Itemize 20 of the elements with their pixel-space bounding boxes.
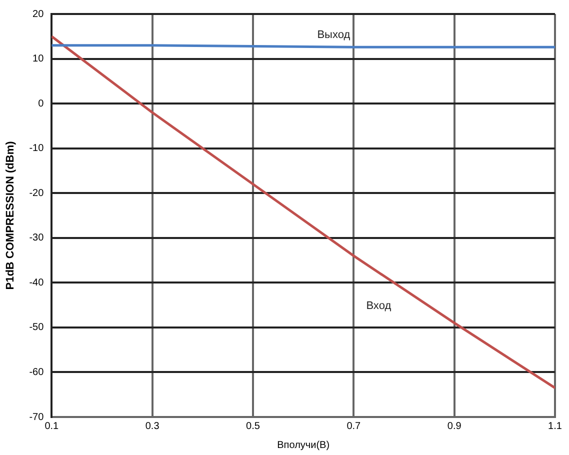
y-tick-label: -10 [29, 143, 44, 154]
series-label: Выход [317, 29, 351, 42]
y-tick-label: 0 [38, 98, 44, 110]
x-tick-label: 0.5 [246, 420, 260, 432]
x-tick-label: 0.1 [44, 420, 60, 432]
x-axis-title: Вполучи(В) [277, 440, 330, 451]
y-tick-label: -40 [29, 277, 44, 288]
y-tick-label: -60 [29, 366, 44, 378]
y-tick-label: -20 [29, 188, 44, 199]
y-tick-label: 10 [32, 54, 44, 65]
x-tick-label: 0.9 [447, 420, 462, 432]
y-tick-label: -70 [29, 412, 44, 423]
y-axis-title: P1dB COMPRESSION (dBm) [4, 140, 17, 290]
y-tick-label: -50 [29, 322, 44, 334]
series-label: Вход [366, 300, 392, 312]
y-tick-label: 20 [32, 8, 44, 20]
x-tick-label: 1.1 [548, 420, 562, 432]
y-tick-label: -30 [29, 232, 44, 244]
x-tick-label: 0.7 [346, 420, 362, 432]
x-tick-label: 0.3 [145, 420, 160, 432]
